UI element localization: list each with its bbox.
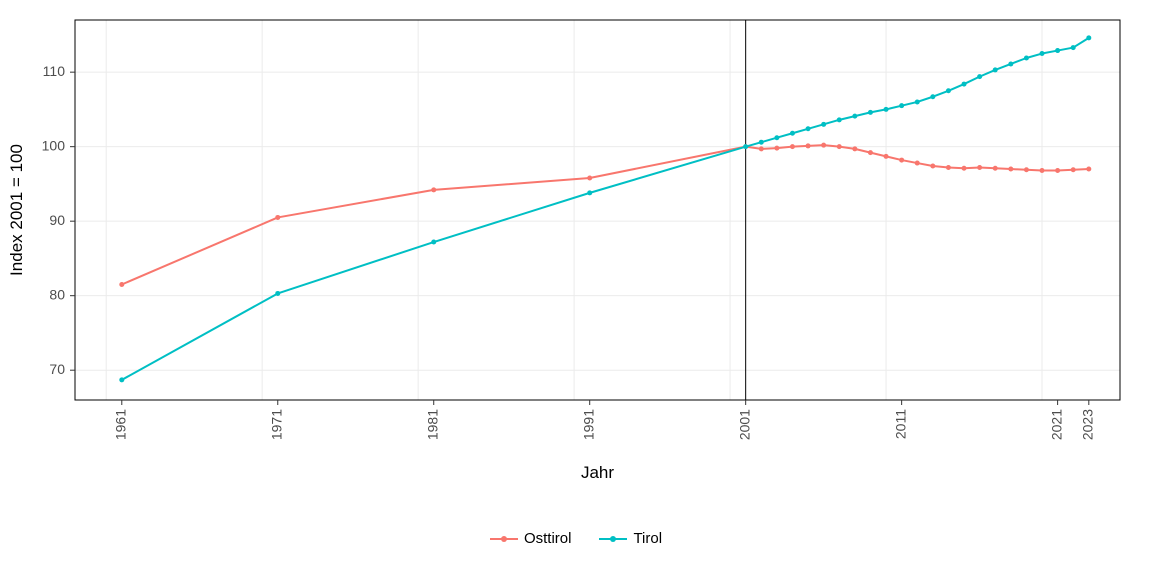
series-point xyxy=(993,67,998,72)
series-point xyxy=(1086,167,1091,172)
series-point xyxy=(790,131,795,136)
x-tick-label: 2001 xyxy=(736,409,752,440)
x-tick-label: 2011 xyxy=(892,409,908,439)
legend-swatch xyxy=(599,532,627,546)
series-point xyxy=(837,144,842,149)
series-point xyxy=(119,282,124,287)
series-point xyxy=(431,187,436,192)
series-point xyxy=(1008,61,1013,66)
series-point xyxy=(930,164,935,169)
y-tick-label: 110 xyxy=(43,63,66,79)
series-point xyxy=(774,146,779,151)
series-point xyxy=(806,126,811,131)
y-tick-label: 100 xyxy=(42,137,66,153)
series-point xyxy=(977,165,982,170)
series-point xyxy=(759,140,764,145)
line-chart: 70 80 90 100 110 1961 1971 1981 1991 2001 2011 2021… xyxy=(0,0,1152,576)
series-point xyxy=(977,74,982,79)
x-tick-label: 1981 xyxy=(424,409,440,440)
series-point xyxy=(275,291,280,296)
series-point xyxy=(1008,167,1013,172)
x-tick-label: 1991 xyxy=(580,409,596,440)
series-point xyxy=(790,144,795,149)
series-point xyxy=(1055,168,1060,173)
series-point xyxy=(806,143,811,148)
series-point xyxy=(1055,48,1060,53)
series-point xyxy=(868,110,873,115)
x-tick-label: 2021 xyxy=(1048,409,1064,440)
y-tick-label: 80 xyxy=(49,286,65,302)
series-point xyxy=(1024,167,1029,172)
series-point xyxy=(899,103,904,108)
x-tick-label: 1961 xyxy=(112,409,128,440)
series-point xyxy=(821,143,826,148)
x-tick-label: 1971 xyxy=(268,409,284,440)
series-point xyxy=(431,240,436,245)
series-point xyxy=(946,165,951,170)
y-tick-label: 70 xyxy=(49,361,65,377)
series-point xyxy=(1071,45,1076,50)
series-point xyxy=(743,144,748,149)
chart-container: 70 80 90 100 110 1961 1971 1981 1991 2001 2011 2021… xyxy=(0,0,1152,576)
legend-swatch xyxy=(490,532,518,546)
series-point xyxy=(1086,35,1091,40)
series-point xyxy=(119,377,124,382)
series-point xyxy=(852,146,857,151)
series-point xyxy=(962,82,967,87)
series-point xyxy=(915,99,920,104)
series-point xyxy=(852,114,857,119)
x-axis-title: Jahr xyxy=(581,463,614,482)
legend-item: Osttirol xyxy=(490,530,572,547)
y-axis-title: Index 2001 = 100 xyxy=(7,144,26,276)
series-point xyxy=(993,166,998,171)
series-point xyxy=(587,175,592,180)
series-point xyxy=(774,135,779,140)
series-point xyxy=(1024,56,1029,61)
series-point xyxy=(915,161,920,166)
series-point xyxy=(899,158,904,163)
series-point xyxy=(837,117,842,122)
series-point xyxy=(930,94,935,99)
legend-label: Tirol xyxy=(633,530,662,547)
series-point xyxy=(1040,168,1045,173)
series-point xyxy=(946,88,951,93)
series-point xyxy=(884,154,889,159)
x-tick-label: 2023 xyxy=(1080,409,1096,440)
series-point xyxy=(821,122,826,127)
series-point xyxy=(868,150,873,155)
series-point xyxy=(962,166,967,171)
legend-label: Osttirol xyxy=(524,530,572,547)
series-point xyxy=(587,190,592,195)
series-point xyxy=(759,146,764,151)
legend: Osttirol Tirol xyxy=(0,530,1152,550)
legend-item: Tirol xyxy=(599,530,662,547)
series-point xyxy=(275,215,280,220)
series-point xyxy=(1071,167,1076,172)
y-tick-label: 90 xyxy=(49,212,65,228)
series-point xyxy=(1040,51,1045,56)
series-point xyxy=(884,107,889,112)
